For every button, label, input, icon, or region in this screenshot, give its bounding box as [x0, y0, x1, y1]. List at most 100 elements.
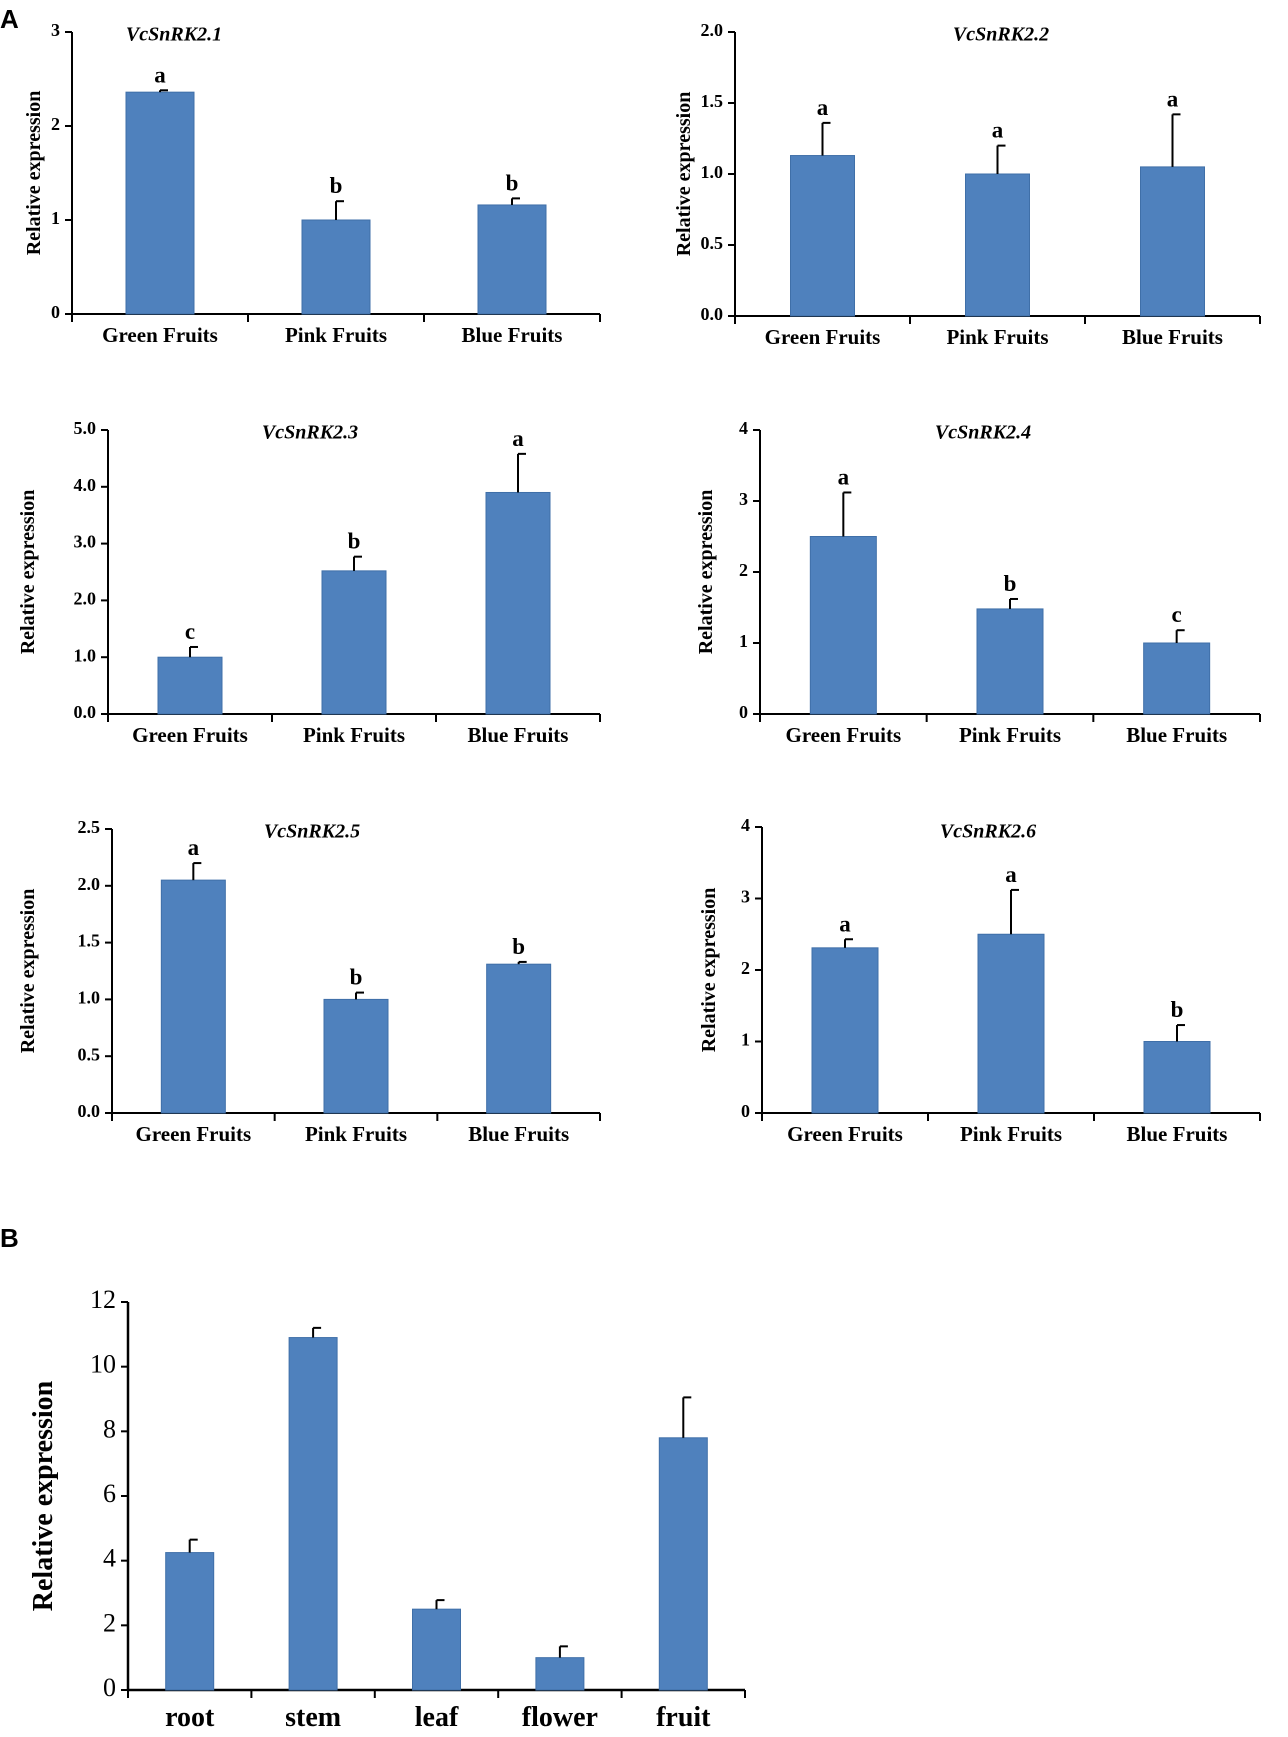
- significance-letter: a: [839, 911, 851, 936]
- bar: [1140, 166, 1205, 317]
- y-tick-label: 4: [741, 815, 750, 835]
- chart-title: VcSnRK2.4: [935, 422, 1031, 444]
- bar: [809, 536, 877, 715]
- chart-title: VcSnRK2.5: [264, 821, 360, 843]
- chart-3: VcSnRK2.3 Relative expression 0.0 1.0 2.0 3.0…: [17, 418, 601, 747]
- y-axis-label: Relative expression: [673, 92, 695, 257]
- bar: [165, 1552, 215, 1691]
- chart-1: VcSnRK2.1 Relative expression 0 1 2 3 a Green F…: [23, 20, 601, 347]
- bar: [160, 879, 226, 1114]
- significance-letter: b: [1004, 571, 1017, 596]
- y-tick-label: 4: [739, 418, 748, 438]
- panel-b-label: B: [0, 1223, 19, 1253]
- x-category-label: root: [165, 1702, 215, 1733]
- y-tick-label: 2.5: [78, 817, 101, 837]
- x-category-label: Blue Fruits: [1126, 723, 1227, 747]
- y-tick-label: 0.0: [74, 702, 97, 722]
- x-category-label: Blue Fruits: [468, 723, 569, 747]
- chart-title: VcSnRK2.2: [953, 24, 1049, 46]
- x-category-label: Pink Fruits: [946, 325, 1048, 349]
- y-tick-label: 3: [739, 489, 748, 509]
- bar: [658, 1437, 708, 1691]
- y-tick-label: 10: [90, 1350, 116, 1379]
- y-tick-label: 1.0: [701, 162, 724, 182]
- bar: [323, 998, 389, 1114]
- y-tick-label: 2.0: [74, 589, 97, 609]
- significance-letter: a: [512, 426, 524, 451]
- y-tick-label: 1: [741, 1030, 750, 1050]
- bar: [535, 1657, 585, 1691]
- chart-2: VcSnRK2.2 Relative expression 0.0 0.5 1.0 1.5…: [673, 20, 1261, 349]
- x-category-label: Green Fruits: [102, 323, 218, 347]
- y-tick-label: 0: [741, 1101, 750, 1121]
- y-tick-label: 1: [51, 208, 60, 228]
- bar: [288, 1337, 338, 1691]
- y-axis-label: Relative expression: [23, 91, 45, 256]
- bar: [321, 570, 387, 715]
- chart-7: Relative expression 0 2 4 6 8 10 12 root stem leaf…: [28, 1285, 746, 1733]
- significance-letter: b: [512, 934, 525, 959]
- significance-letter: b: [348, 529, 361, 554]
- bar: [790, 155, 855, 317]
- bar: [412, 1608, 461, 1691]
- x-category-label: Pink Fruits: [960, 1122, 1062, 1146]
- x-category-label: Green Fruits: [132, 723, 248, 747]
- x-category-label: leaf: [415, 1702, 459, 1733]
- y-tick-label: 1.0: [74, 645, 97, 665]
- chart-6: VcSnRK2.6 Relative expression 0 1 2 3 4 a Green …: [698, 815, 1261, 1146]
- bar: [486, 963, 552, 1114]
- bar: [976, 608, 1044, 715]
- bar: [157, 656, 223, 715]
- y-tick-label: 0: [739, 702, 748, 722]
- y-tick-label: 5.0: [74, 418, 97, 438]
- y-tick-label: 4.0: [74, 475, 97, 495]
- y-tick-label: 6: [103, 1479, 116, 1508]
- y-axis-label: Relative expression: [695, 490, 717, 655]
- x-category-label: Blue Fruits: [462, 323, 563, 347]
- x-category-label: fruit: [656, 1702, 711, 1733]
- y-tick-label: 0.0: [78, 1101, 101, 1121]
- x-category-label: flower: [522, 1702, 598, 1733]
- y-tick-label: 2: [103, 1608, 116, 1637]
- chart-title: VcSnRK2.6: [940, 821, 1036, 843]
- chart-5: VcSnRK2.5 Relative expression 0.0 0.5 1.0 1.5…: [17, 817, 601, 1146]
- y-tick-label: 12: [90, 1285, 116, 1314]
- significance-letter: b: [350, 965, 363, 990]
- y-tick-label: 3: [741, 887, 750, 907]
- y-tick-label: 0.5: [701, 233, 724, 253]
- bar: [1143, 642, 1211, 715]
- significance-letter: a: [188, 835, 200, 860]
- y-tick-label: 0.5: [78, 1044, 101, 1064]
- panel-a-label: A: [0, 4, 19, 34]
- y-tick-label: 4: [103, 1544, 116, 1573]
- bar: [485, 491, 551, 715]
- significance-letter: c: [185, 619, 195, 644]
- y-tick-label: 8: [103, 1414, 116, 1443]
- bar: [1143, 1041, 1211, 1114]
- x-category-label: Pink Fruits: [285, 323, 387, 347]
- y-tick-label: 2.0: [701, 20, 724, 40]
- chart-title: VcSnRK2.1: [126, 24, 222, 46]
- bar: [965, 173, 1030, 317]
- chart-title: VcSnRK2.3: [262, 422, 358, 444]
- significance-letter: a: [817, 95, 829, 120]
- y-axis-label: Relative expression: [698, 888, 720, 1053]
- bar: [301, 219, 371, 315]
- bar: [977, 933, 1045, 1114]
- bar: [811, 947, 879, 1114]
- x-category-label: stem: [285, 1702, 341, 1733]
- significance-letter: b: [330, 173, 343, 198]
- significance-letter: b: [506, 170, 519, 195]
- y-tick-label: 3: [51, 20, 60, 40]
- y-axis-label: Relative expression: [28, 1380, 59, 1611]
- y-tick-label: 1.0: [78, 988, 101, 1008]
- bar: [477, 204, 547, 315]
- significance-letter: a: [992, 118, 1004, 143]
- x-category-label: Pink Fruits: [959, 723, 1061, 747]
- y-tick-label: 0: [51, 302, 60, 322]
- y-tick-label: 0.0: [701, 304, 724, 324]
- y-tick-label: 2: [741, 958, 750, 978]
- x-category-label: Blue Fruits: [1122, 325, 1223, 349]
